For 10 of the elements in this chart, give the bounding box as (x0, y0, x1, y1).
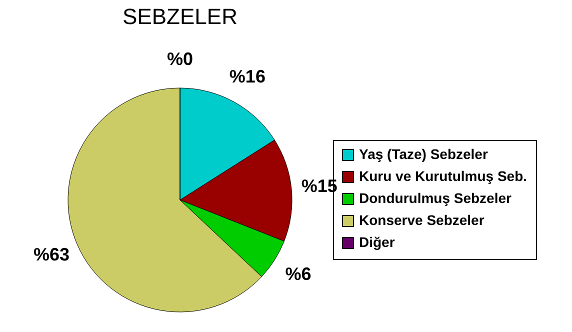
legend-label: Diğer (359, 234, 396, 250)
legend-label: Yaş (Taze) Sebzeler (359, 146, 488, 162)
data-label: %6 (285, 264, 312, 284)
legend-label: Kuru ve Kurutulmuş Seb. (359, 168, 528, 184)
legend-label: Konserve Sebzeler (359, 212, 485, 228)
chart-title: SEBZELER (122, 4, 238, 29)
data-label: %63 (34, 244, 70, 265)
text: %0 (166, 49, 194, 69)
data-label: %16 (229, 66, 266, 86)
legend-label: Dondurulmuş Sebzeler (359, 190, 512, 206)
